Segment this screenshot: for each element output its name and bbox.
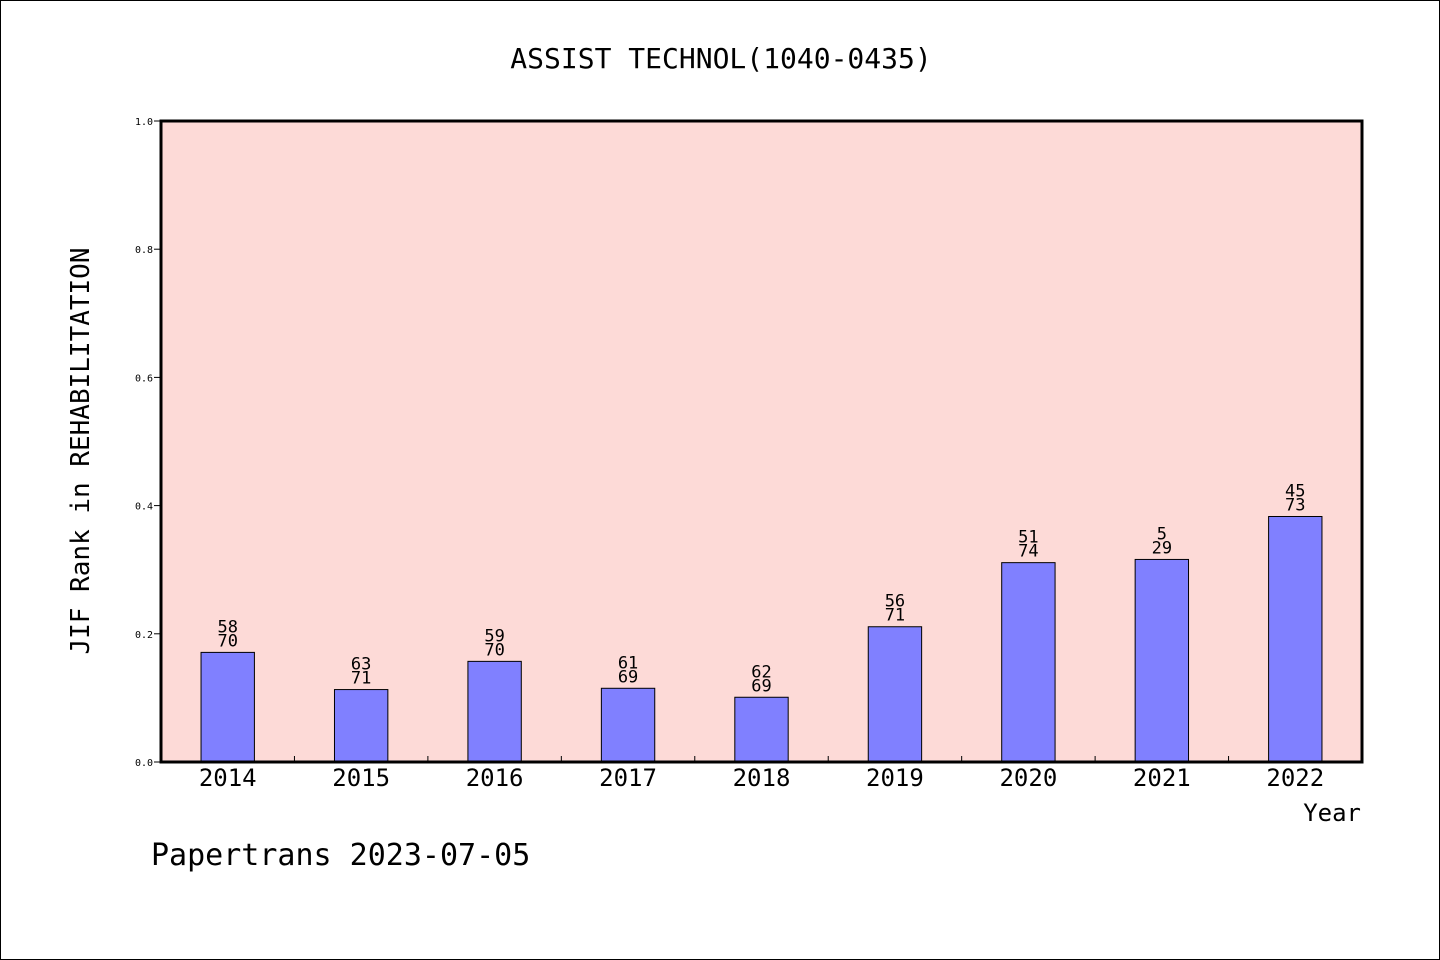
bar-2022: [1268, 515, 1323, 763]
rank-label-bottom: 69: [618, 667, 638, 687]
rank-label-top: 56: [885, 592, 905, 612]
bar-2019: [867, 626, 923, 763]
rank-label-top: 45: [1285, 481, 1305, 501]
bar-2015: [333, 689, 389, 763]
x-tick-label: 2018: [733, 764, 791, 792]
x-tick-label: 2015: [332, 764, 390, 792]
rank-label-top: 58: [217, 617, 237, 637]
y-tick-label: 0.2: [135, 630, 153, 641]
x-axis-label: Year: [1303, 799, 1361, 827]
y-tick-label: 0.8: [135, 245, 153, 256]
chart-title: ASSIST TECHNOL(1040-0435): [510, 42, 931, 75]
bar-2016: [467, 660, 522, 763]
rank-label-bottom: 70: [217, 631, 237, 651]
rank-label-bottom: 29: [1152, 538, 1172, 558]
rank-label-top: 61: [618, 653, 638, 673]
y-tick-label: 0.0: [135, 758, 153, 769]
rank-label-top: 62: [751, 662, 771, 682]
rank-label-bottom: 69: [751, 676, 771, 696]
rank-label-bottom: 70: [484, 640, 504, 660]
bar-2014: [200, 651, 255, 763]
x-tick-label: 2020: [999, 764, 1057, 792]
rank-label-bottom: 71: [885, 606, 905, 626]
x-tick-label: 2022: [1266, 764, 1324, 792]
x-tick-label: 2017: [599, 764, 657, 792]
x-tick-label: 2014: [199, 764, 257, 792]
x-tick-label: 2019: [866, 764, 924, 792]
rank-label-bottom: 71: [351, 669, 371, 689]
rank-label-bottom: 73: [1285, 495, 1305, 515]
bar-2017: [600, 687, 656, 763]
y-axis-label: JIF Rank in REHABILITATION: [66, 248, 96, 655]
bar-2018: [734, 696, 789, 763]
y-tick-label: 0.4: [135, 502, 153, 513]
footer-text: Papertrans 2023-07-05: [151, 838, 530, 873]
x-tick-label: 2016: [466, 764, 524, 792]
x-tick-label: 2021: [1133, 764, 1191, 792]
bar-2021: [1134, 558, 1190, 763]
rank-label-top: 51: [1018, 528, 1038, 548]
y-tick-label: 1.0: [135, 117, 153, 128]
rank-label-top: 5: [1157, 524, 1167, 544]
rank-label-top: 59: [484, 626, 504, 646]
plot-border: [159, 119, 1364, 764]
bars: 5870201463712015597020166169201762692018…: [199, 481, 1324, 792]
rank-label-top: 63: [351, 655, 371, 675]
bar-2020: [1001, 562, 1056, 763]
rank-label-bottom: 74: [1018, 542, 1038, 562]
y-tick-label: 0.6: [135, 373, 153, 384]
